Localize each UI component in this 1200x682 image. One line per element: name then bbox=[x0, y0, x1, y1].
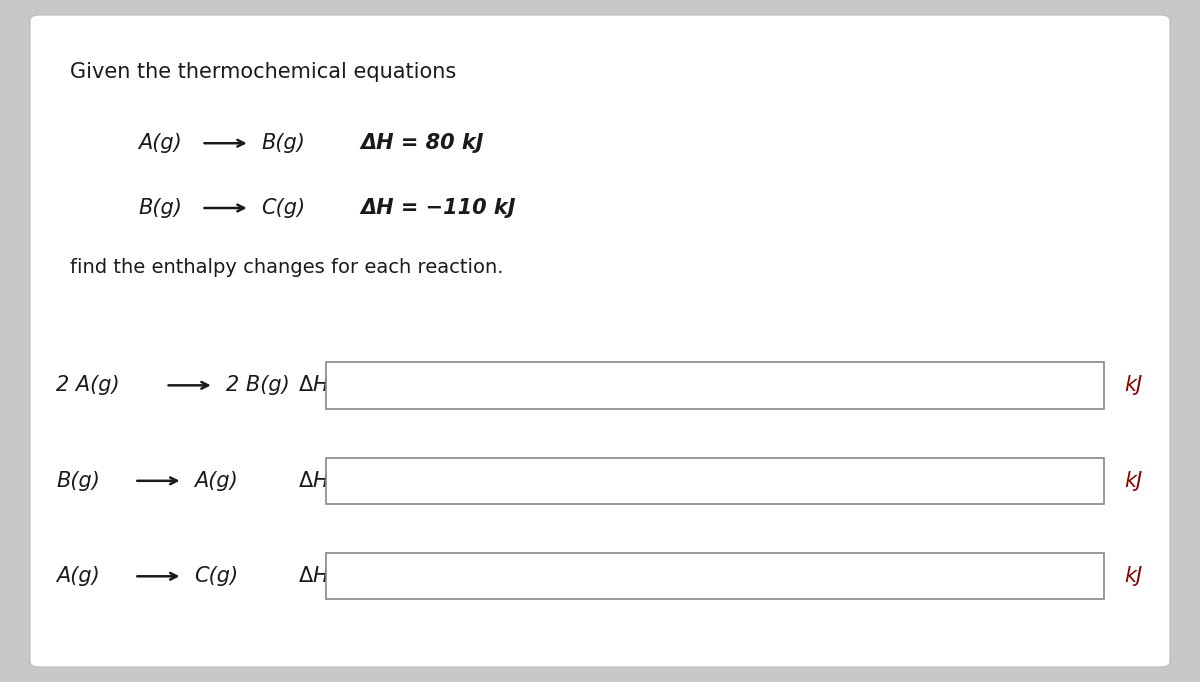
Text: kJ: kJ bbox=[1124, 375, 1142, 396]
Text: ΔH = 80 kJ: ΔH = 80 kJ bbox=[360, 133, 484, 153]
Bar bbox=[326, 458, 1104, 504]
Bar bbox=[326, 553, 1104, 599]
Text: A(g): A(g) bbox=[56, 566, 100, 587]
Text: 2 A(g): 2 A(g) bbox=[56, 375, 120, 396]
Text: Given the thermochemical equations: Given the thermochemical equations bbox=[70, 61, 456, 82]
Text: A(g): A(g) bbox=[194, 471, 238, 491]
Text: kJ: kJ bbox=[1124, 566, 1142, 587]
Text: B(g): B(g) bbox=[262, 133, 306, 153]
Text: kJ: kJ bbox=[1124, 471, 1142, 491]
Text: $\Delta\mathit{H}$ =: $\Delta\mathit{H}$ = bbox=[298, 566, 352, 587]
Text: $\Delta\mathit{H}$ =: $\Delta\mathit{H}$ = bbox=[298, 471, 352, 491]
Text: 2 B(g): 2 B(g) bbox=[226, 375, 289, 396]
Text: A(g): A(g) bbox=[138, 133, 181, 153]
Text: $\Delta\mathit{H}$ =: $\Delta\mathit{H}$ = bbox=[298, 375, 352, 396]
Text: C(g): C(g) bbox=[194, 566, 239, 587]
Text: find the enthalpy changes for each reaction.: find the enthalpy changes for each react… bbox=[70, 258, 503, 277]
Text: C(g): C(g) bbox=[262, 198, 306, 218]
Text: B(g): B(g) bbox=[138, 198, 182, 218]
Text: ΔH = −110 kJ: ΔH = −110 kJ bbox=[360, 198, 516, 218]
Text: B(g): B(g) bbox=[56, 471, 101, 491]
FancyBboxPatch shape bbox=[30, 15, 1170, 667]
Bar bbox=[326, 362, 1104, 409]
